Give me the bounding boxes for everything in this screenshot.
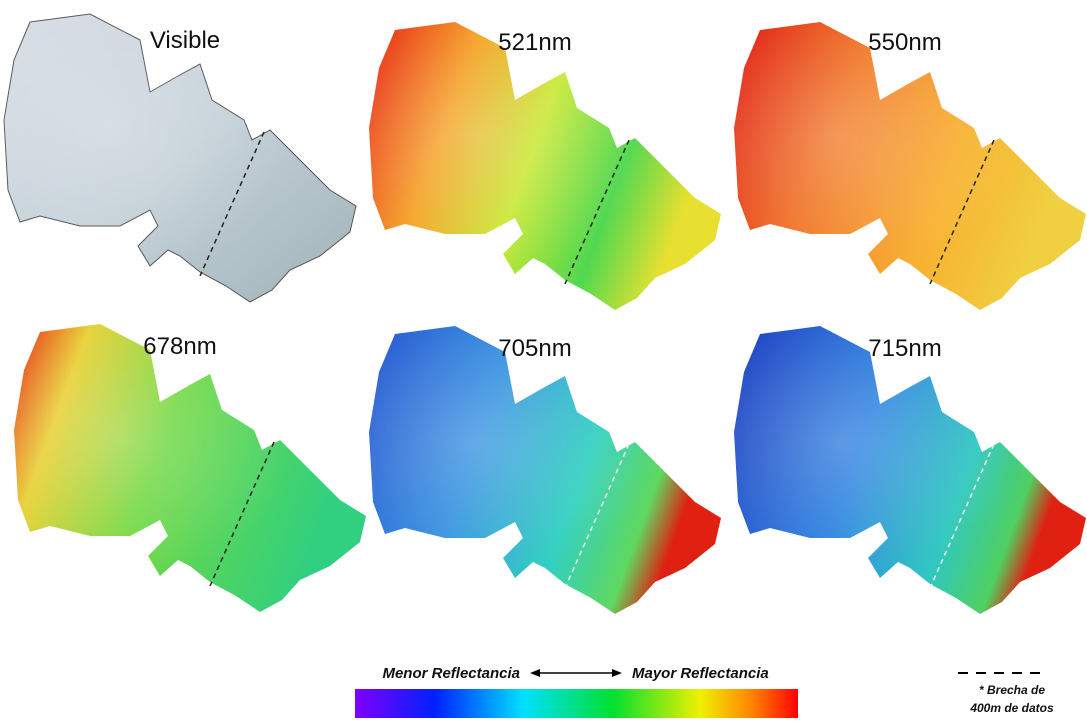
figure: Visible 521nm 550nm 678nm 705nm 715nm Me… xyxy=(0,0,1087,724)
panel: 705nm xyxy=(369,326,721,614)
panel: 715nm xyxy=(734,326,1086,614)
panel: 678nm xyxy=(14,324,366,612)
panel-label: 521nm xyxy=(498,29,571,56)
legend-arrow xyxy=(530,669,622,677)
panel-label: Visible xyxy=(150,27,220,54)
gap-note: * Brecha de xyxy=(979,683,1045,697)
panel-label: 715nm xyxy=(868,335,941,362)
panel: 550nm xyxy=(734,22,1086,310)
panel: Visible xyxy=(4,14,356,302)
legend-low: Menor Reflectancia xyxy=(382,665,520,682)
gap-note: 400m de datos xyxy=(969,701,1054,715)
color-bar xyxy=(355,689,798,718)
panel-label: 705nm xyxy=(498,335,571,362)
panel-label: 550nm xyxy=(868,29,941,56)
panel: 521nm xyxy=(369,22,721,310)
legend-high: Mayor Reflectancia xyxy=(632,665,769,682)
page: Visible 521nm 550nm 678nm 705nm 715nm Me… xyxy=(0,0,1087,724)
panel-label: 678nm xyxy=(143,333,216,360)
